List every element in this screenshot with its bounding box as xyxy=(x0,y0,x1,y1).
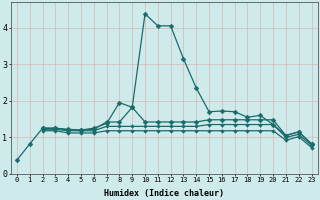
X-axis label: Humidex (Indice chaleur): Humidex (Indice chaleur) xyxy=(104,189,224,198)
